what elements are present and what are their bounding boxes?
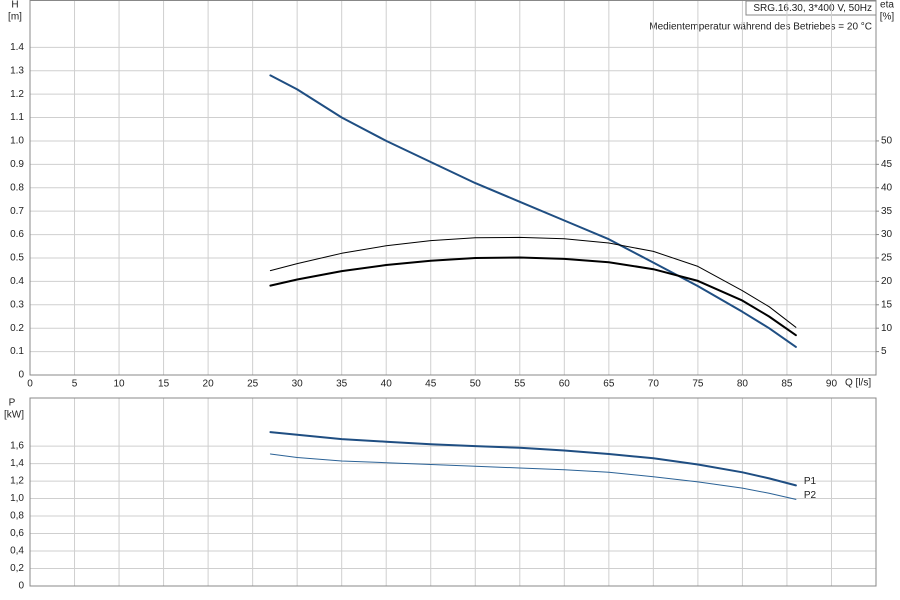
y2-tick-label: 35 (881, 206, 893, 217)
y2-tick-label: 50 (881, 136, 893, 147)
y-tick-label: 0.4 (10, 276, 24, 287)
plot-frame (29, 397, 877, 587)
x-tick-label: 70 (648, 379, 660, 390)
curve (269, 74, 797, 348)
x-tick-label: 80 (737, 379, 749, 390)
x-tick-label: 0 (27, 379, 33, 390)
curve (269, 256, 797, 337)
y-tick-label: 0,4 (10, 546, 24, 557)
x-tick-label: 10 (113, 379, 125, 390)
x-tick-label: 35 (336, 379, 348, 390)
curve (269, 236, 797, 328)
y-label: H (11, 0, 18, 11)
y2-tick-label: 25 (881, 253, 893, 264)
y-tick-label: 1.2 (10, 89, 24, 100)
y-tick-label: 0 (18, 581, 24, 592)
y-tick-label: 1.3 (10, 65, 24, 76)
y-label: P (9, 398, 16, 409)
y-tick-label: 0.2 (10, 323, 24, 334)
curve (269, 453, 797, 500)
x-tick-label: 5 (72, 379, 78, 390)
y2-label: eta (880, 0, 894, 11)
y-tick-label: 0.1 (10, 346, 24, 357)
x-tick-label: 20 (203, 379, 215, 390)
x-tick-label: 40 (381, 379, 393, 390)
x-tick-label: 60 (559, 379, 571, 390)
y-tick-label: 0.8 (10, 182, 24, 193)
y-tick-label: 1,2 (10, 476, 24, 487)
y-tick-label: 0.7 (10, 206, 24, 217)
y2-tick-label: 10 (881, 323, 893, 334)
subtitle: Medientemperatur während des Betriebes =… (649, 22, 872, 33)
curve (269, 431, 797, 487)
y-tick-label: 1.4 (10, 42, 24, 53)
y2-tick-label: 30 (881, 229, 893, 240)
x-tick-label: 45 (425, 379, 437, 390)
y2-tick-label: 15 (881, 299, 893, 310)
y-tick-label: 0.3 (10, 299, 24, 310)
y-tick-label: 0,8 (10, 511, 24, 522)
x-tick-label: 30 (292, 379, 304, 390)
y-tick-label: 1.0 (10, 136, 24, 147)
y-tick-label: 1.1 (10, 112, 24, 123)
y-tick-label: 1,0 (10, 493, 24, 504)
y-unit: [m] (8, 12, 22, 23)
y-tick-label: 0.5 (10, 253, 24, 264)
y-tick-label: 0 (18, 370, 24, 381)
plot-frame (29, 0, 877, 376)
x-tick-label: 25 (247, 379, 259, 390)
y2-tick-label: 5 (881, 346, 887, 357)
curve-label: P1 (804, 476, 817, 487)
y2-tick-label: 40 (881, 182, 893, 193)
y-tick-label: 0,6 (10, 528, 24, 539)
x-tick-label: 90 (826, 379, 838, 390)
y2-tick-label: 20 (881, 276, 893, 287)
x-tick-label: 65 (603, 379, 615, 390)
curve-label: P2 (804, 490, 817, 501)
y-tick-label: 1,6 (10, 441, 24, 452)
y-unit: [kW] (4, 410, 24, 421)
x-tick-label: 85 (781, 379, 793, 390)
x-tick-label: 15 (158, 379, 170, 390)
y-tick-label: 0.9 (10, 159, 24, 170)
x-tick-label: 75 (692, 379, 704, 390)
y-tick-label: 0.6 (10, 229, 24, 240)
header: SRG.16.30, 3*400 V, 50Hz (753, 3, 872, 14)
y-tick-label: 1,4 (10, 458, 24, 469)
y2-unit: [%] (880, 12, 895, 23)
y-tick-label: 0,2 (10, 563, 24, 574)
y2-tick-label: 45 (881, 159, 893, 170)
x-tick-label: 55 (514, 379, 526, 390)
x-label: Q [l/s] (845, 378, 871, 389)
x-tick-label: 50 (470, 379, 482, 390)
